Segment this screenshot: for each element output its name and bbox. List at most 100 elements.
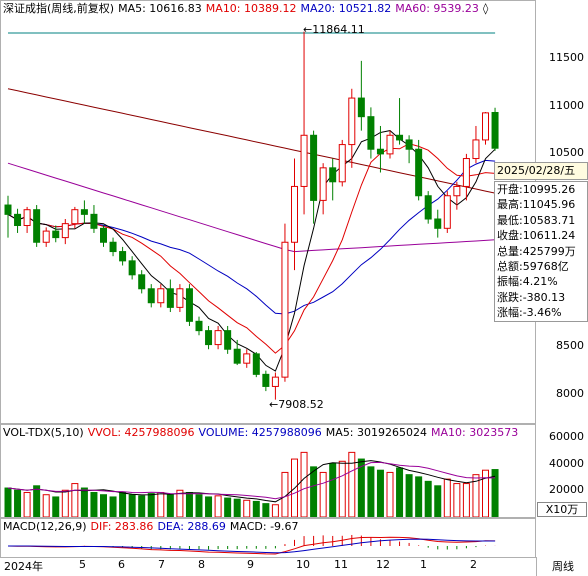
volume-bar [338, 460, 346, 517]
volume-bar [396, 467, 404, 517]
volume-bar [376, 469, 384, 517]
candle-body [386, 134, 394, 155]
price-header: 深证成指(周线,前复权) MA5: 10616.83 MA10: 10389.12 M… [3, 2, 492, 16]
ohlc-info-box: 开盘:10995.26 最高:11045.96 最低:10583.71 收盘:1… [494, 181, 588, 322]
volume-bar [348, 451, 356, 517]
info-amplitude: 振幅:4.21% [497, 275, 558, 289]
volume-bar [329, 463, 337, 517]
price-tick: 8000 [556, 387, 584, 400]
macd-title: MACD(12,26,9) [3, 520, 87, 533]
candle-body [357, 97, 365, 118]
candle-body [300, 134, 308, 187]
candle-body [310, 134, 318, 201]
volume-bar [119, 491, 127, 517]
candle-body [281, 241, 289, 378]
candle-body [176, 288, 184, 308]
candle-body [90, 213, 98, 229]
vol-tick: 40000 [549, 457, 584, 470]
vol-tick: 60000 [549, 430, 584, 443]
candle-body [23, 209, 31, 227]
volume-bar [482, 469, 489, 517]
ma5-label: MA5: 10616.83 [118, 2, 202, 15]
candle-body [52, 230, 60, 239]
volume-panel[interactable]: VOL-TDX(5,10) VVOL: 4257988096 VOLUME: 425… [0, 424, 536, 518]
candle-body [100, 227, 107, 243]
dea-label: DEA: 288.69 [157, 520, 226, 533]
price-panel[interactable]: 深证成指(周线,前复权) MA5: 10616.83 MA10: 10389.12 M… [0, 0, 536, 424]
ma120-line [7, 88, 496, 194]
volume-bar [386, 471, 394, 517]
candle-body [233, 348, 241, 364]
x-tick: 2 [470, 558, 477, 571]
candle-body [14, 213, 22, 227]
volume-header: VOL-TDX(5,10) VVOL: 4257988096 VOLUME: 425… [3, 426, 522, 440]
volume-bar [453, 483, 461, 517]
candle-body [128, 260, 136, 276]
candle-body [367, 116, 375, 150]
candle-body [329, 167, 337, 183]
info-low: 最低:10583.71 [497, 213, 576, 227]
ma60-line [7, 162, 496, 253]
x-tick: 11 [334, 558, 348, 571]
candle-body [491, 111, 499, 149]
volume-bar [100, 494, 107, 517]
volume-bar [80, 487, 88, 517]
vol-ma10-line [7, 461, 496, 500]
candle-body [224, 330, 232, 350]
low-annotation: ←7908.52 [269, 398, 324, 411]
vol-tick: 20000 [549, 483, 584, 496]
macd-panel[interactable]: MACD(12,26,9) DIF: 283.86 DEA: 288.69 MACD:… [0, 518, 536, 558]
candle-body [472, 139, 480, 160]
ma5-line [7, 130, 496, 372]
volume-bar [42, 494, 50, 517]
volume-bar [185, 491, 193, 517]
price-tick: 11500 [549, 51, 584, 64]
vol-title: VOL-TDX(5,10) [3, 426, 84, 439]
candle-body [71, 209, 79, 225]
ma10-label: MA10: 10389.12 [205, 2, 297, 15]
volume-bar [443, 478, 451, 517]
candle-body [376, 148, 384, 155]
candle-body [262, 373, 270, 387]
period-selector[interactable]: 周线 [536, 557, 588, 576]
candle-body [291, 185, 298, 243]
x-tick: 9 [247, 558, 254, 571]
volume-bar [90, 491, 98, 517]
volume-bar [243, 499, 251, 517]
price-chart[interactable] [1, 1, 536, 424]
candle-body [415, 148, 423, 197]
volume-bar [310, 466, 318, 517]
candle-body [157, 288, 165, 304]
dif-label: DIF: 283.86 [90, 520, 154, 533]
candle-body [33, 209, 41, 243]
macd-chart[interactable] [1, 519, 536, 558]
collapse-icon[interactable]: ◊ [482, 2, 489, 15]
candle-body [434, 218, 442, 229]
x-tick: 8 [198, 558, 205, 571]
volume-bar [61, 489, 69, 517]
candle-body [80, 209, 88, 215]
volume-chart[interactable] [1, 425, 536, 518]
price-tick: 10500 [549, 146, 584, 159]
volume-bar [71, 483, 79, 517]
candle-body [138, 274, 146, 290]
candle-body [348, 97, 356, 146]
info-close: 收盘:10611.24 [497, 229, 576, 243]
volume-bar [33, 485, 41, 517]
dea-line [8, 538, 496, 554]
volume-bar [23, 491, 31, 517]
volume-bar [157, 491, 165, 517]
macd-header: MACD(12,26,9) DIF: 283.86 DEA: 288.69 MACD:… [3, 520, 303, 534]
info-amount: 总额:59768亿 [497, 260, 569, 274]
candle-body [443, 195, 451, 229]
candle-body [61, 223, 69, 239]
volume-bar [252, 500, 260, 517]
ma20-label: MA20: 10521.82 [300, 2, 392, 15]
candle-body [252, 353, 260, 375]
volume-bar [109, 496, 117, 517]
x-tick: 12 [376, 558, 390, 571]
candle-body [166, 288, 174, 308]
volume-bar [472, 474, 480, 517]
volume-bar [4, 487, 12, 517]
info-volume: 总量:425799万 [497, 244, 576, 258]
